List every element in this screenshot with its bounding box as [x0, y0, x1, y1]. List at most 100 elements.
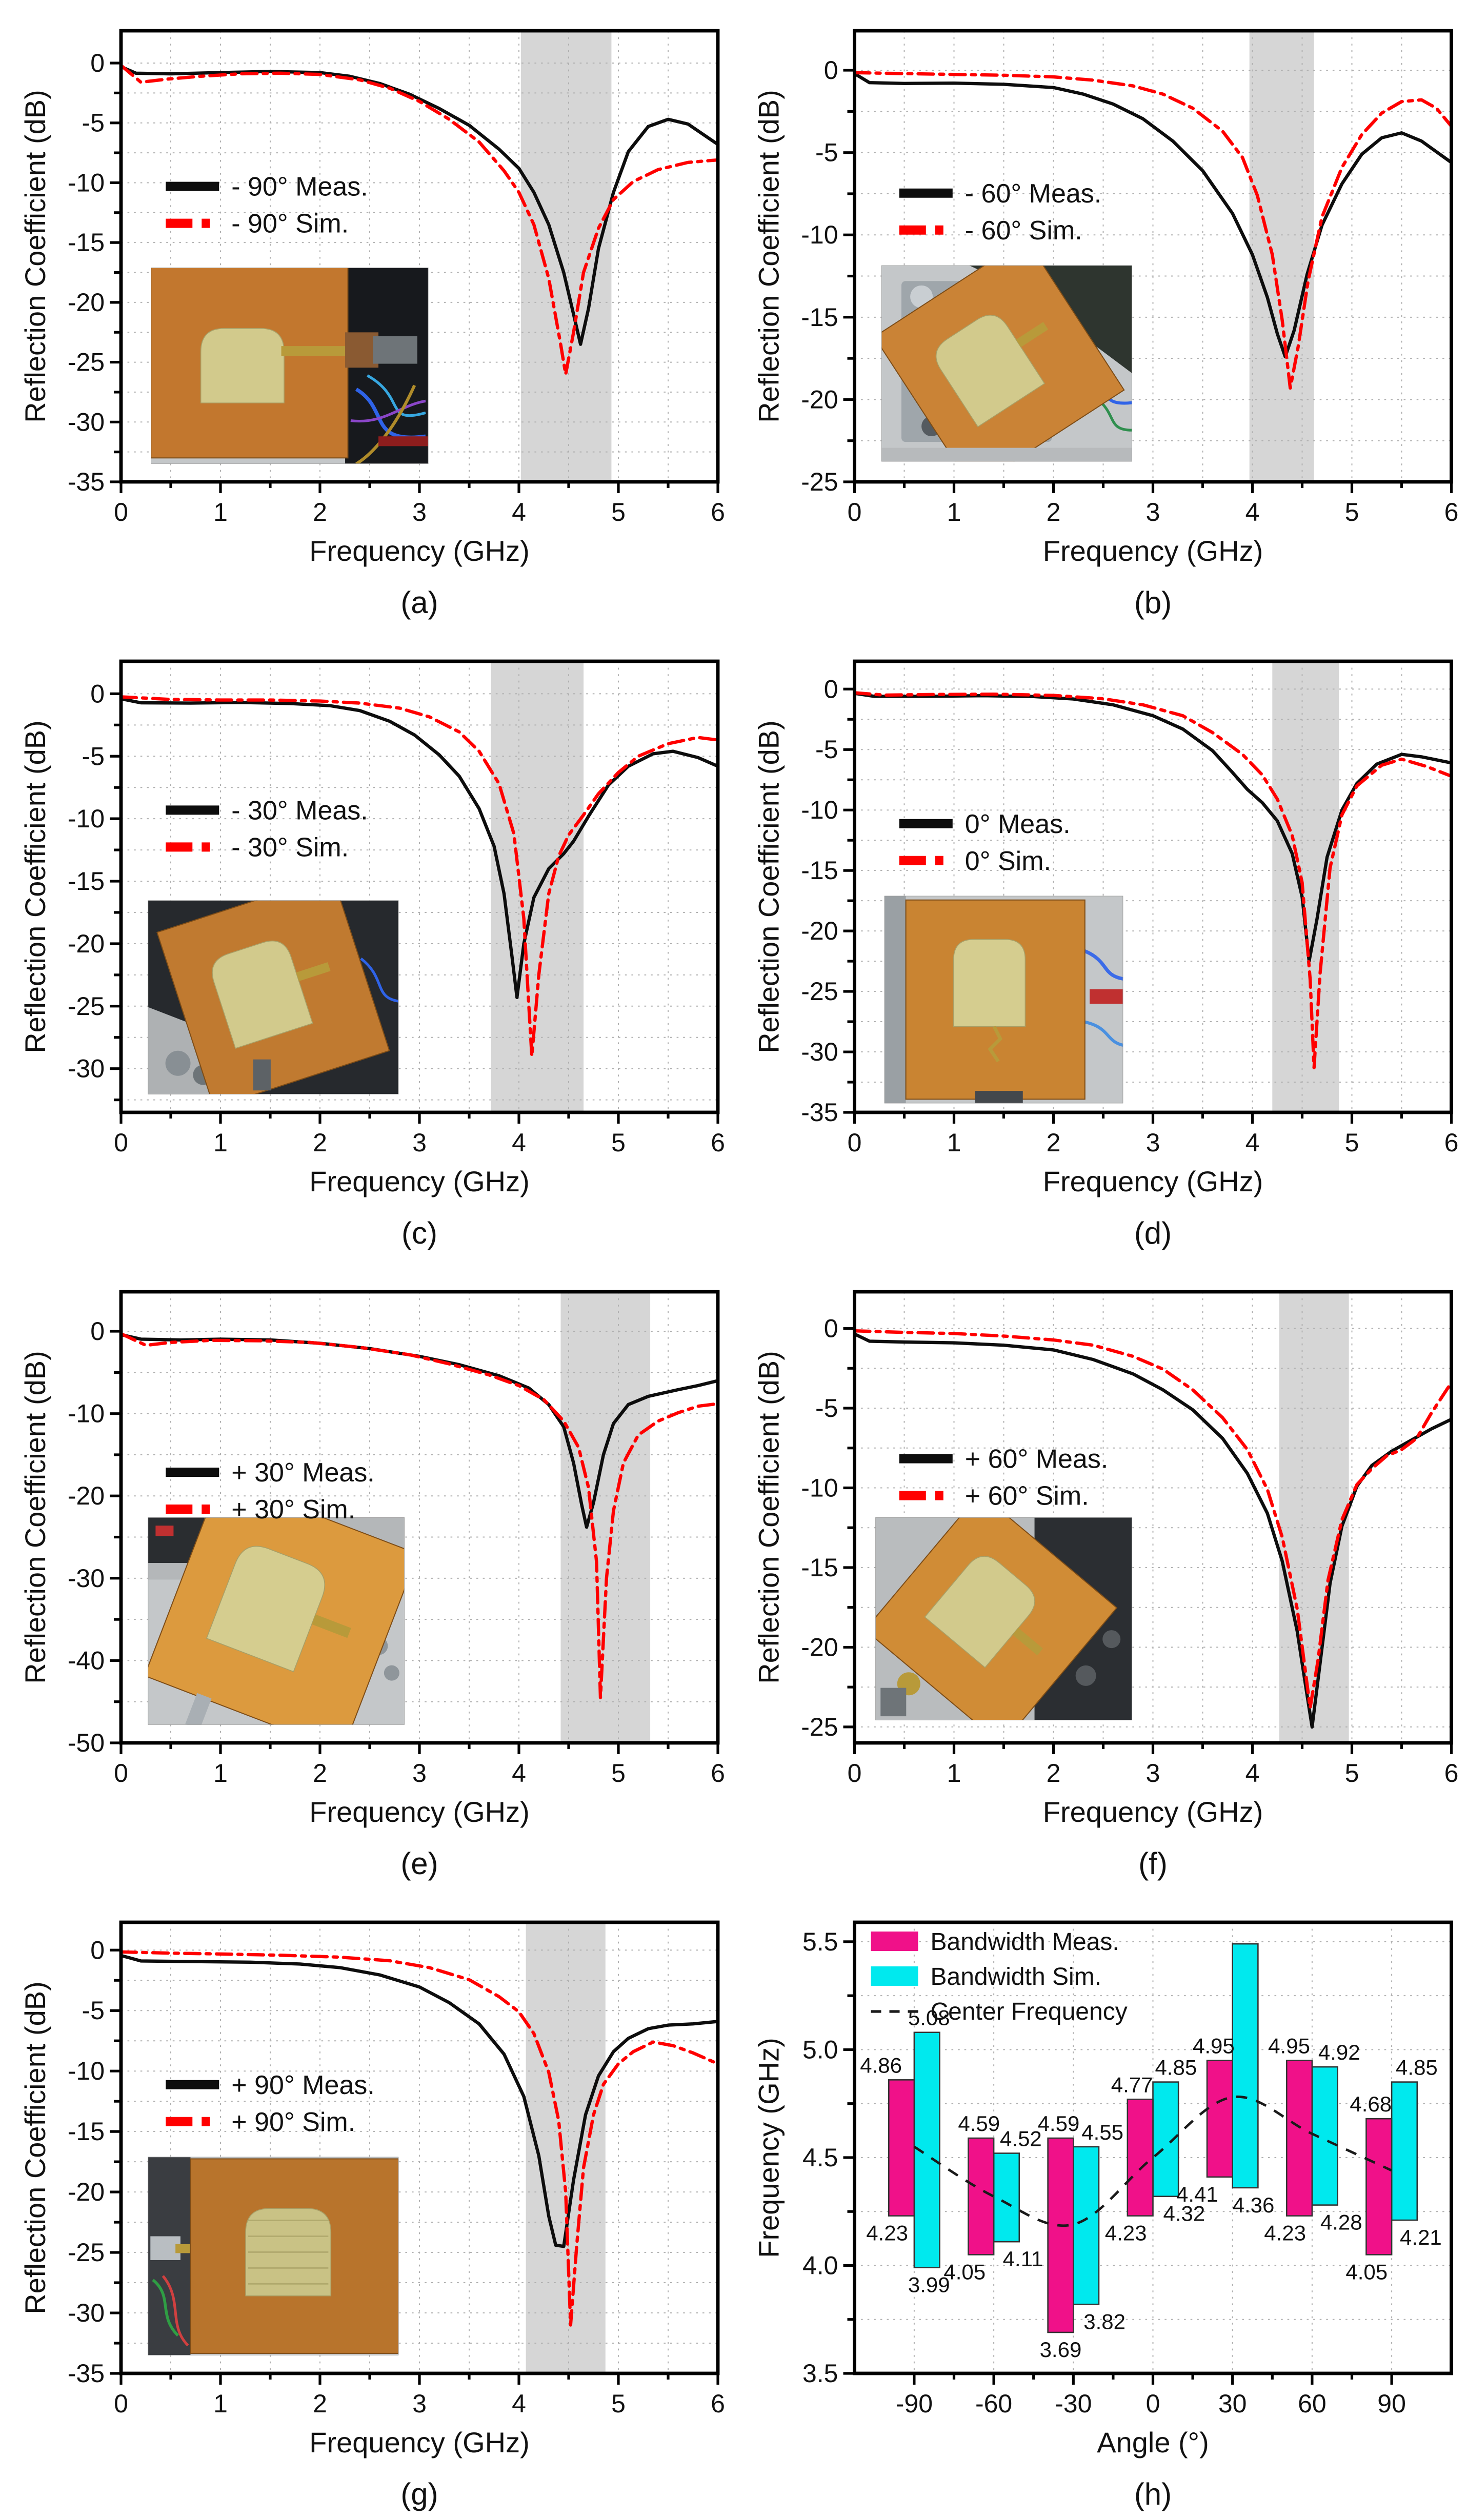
x-tick-label: 4 [1245, 1759, 1260, 1787]
chart-bandwidth-bars: 4.86 4.23 5.08 3.99 4.59 4.05 4.52 4.11 4.59 3.69… [753, 1920, 1453, 2511]
y-tick-label: 0 [824, 675, 838, 703]
chart-reflection-minus30: 0 1 2 3 4 5 60-5-10-15-20-25-30- 30° Meas.- 30… [19, 659, 725, 1250]
highlight-band [1279, 1292, 1349, 1743]
antenna-board [156, 900, 390, 1094]
x-tick-label: 0 [1146, 2389, 1160, 2418]
meas-bandwidth-bar [1047, 2137, 1074, 2333]
y-tick-label: -10 [801, 1473, 838, 1502]
x-tick-label: 1 [947, 1128, 961, 1157]
legend-label: Bandwidth Sim. [931, 1963, 1102, 1990]
panel-caption: (a) [400, 585, 438, 620]
y-axis-label: Reflection Coefficient (dB) [19, 90, 51, 423]
x-tick-label: 3 [412, 2389, 427, 2418]
x-axis-label: Angle (°) [1097, 2426, 1209, 2458]
simulated-curve [119, 64, 720, 376]
bar-value-label: 4.05 [1345, 2260, 1388, 2284]
inset-photo [884, 896, 1123, 1104]
y-tick-label: -25 [68, 992, 105, 1021]
y-tick-label: -10 [801, 220, 838, 249]
x-tick-label: 2 [1047, 498, 1061, 526]
y-tick-label: 4.5 [802, 2143, 838, 2172]
antenna-patch [200, 328, 285, 403]
antenna-board [881, 265, 1125, 462]
meas-bandwidth-bar [888, 2079, 915, 2217]
x-tick-label: 5 [611, 1759, 626, 1787]
bar-value-label: 4.28 [1320, 2210, 1362, 2234]
bar-value-label: 4.59 [958, 2111, 1000, 2136]
x-tick-label: -30 [1055, 2389, 1092, 2418]
x-tick-label: 2 [313, 498, 327, 526]
legend: - 30° Meas. - 30° Sim. [166, 796, 368, 862]
y-tick-label: -5 [815, 138, 838, 167]
y-tick-label: -15 [68, 867, 105, 896]
antenna-patch [953, 939, 1026, 1027]
x-axis-label: Frequency (GHz) [309, 1796, 529, 1828]
x-tick-label: 3 [412, 498, 427, 526]
x-tick-label: 5 [1345, 1759, 1359, 1787]
y-tick-label: 0 [824, 56, 838, 85]
bar-value-label: 4.85 [1155, 2056, 1197, 2080]
x-tick-label: 6 [711, 1759, 725, 1787]
bar-value-label: 4.21 [1400, 2225, 1442, 2249]
antenna-patch [212, 940, 313, 1049]
y-tick-label: 0 [90, 679, 105, 708]
y-tick-label: -25 [68, 2238, 105, 2267]
x-tick-label: 6 [711, 498, 725, 526]
panel-caption: (c) [401, 1216, 437, 1250]
axis-ticks [843, 687, 1453, 1124]
x-tick-label: 2 [313, 2389, 327, 2418]
legend-label: + 60° Meas. [965, 1445, 1109, 1474]
x-tick-label: 0 [114, 1759, 128, 1787]
sim-bandwidth-bar [993, 2152, 1020, 2243]
x-tick-label: 4 [512, 1128, 526, 1157]
panel-caption: (e) [400, 1846, 438, 1881]
measured-curve [853, 692, 1453, 963]
y-axis-label: Frequency (GHz) [753, 2038, 785, 2258]
x-tick-label: 2 [313, 1128, 327, 1157]
y-tick-label: -25 [801, 468, 838, 496]
legend: 0° Meas. 0° Sim. [899, 809, 1071, 876]
x-tick-label: 4 [512, 1759, 526, 1787]
meas-bandwidth-bar [968, 2137, 995, 2255]
legend: - 60° Meas. - 60° Sim. [899, 179, 1101, 246]
panel-caption: (d) [1134, 1216, 1172, 1250]
legend: + 30° Meas. + 30° Sim. [166, 1458, 375, 1525]
x-tick-label: 2 [1047, 1128, 1061, 1157]
x-tick-label: 6 [1444, 1128, 1459, 1157]
sim-bandwidth-bar [1072, 2146, 1100, 2305]
bar-value-label: 4.11 [1003, 2247, 1043, 2271]
legend-label: + 90° Sim. [231, 2107, 355, 2137]
legend-label: - 90° Meas. [231, 172, 368, 202]
y-tick-label: -35 [68, 2359, 105, 2388]
meas-bandwidth-bar [1127, 2098, 1154, 2217]
legend-label: - 30° Sim. [231, 832, 349, 862]
panel-caption: (g) [400, 2477, 438, 2511]
panel-b: 0 1 2 3 4 5 6 0 -5 -10 -15 -20 -25 - 60° Meas. - 60° S… [733, 0, 1467, 631]
axis-ticks [110, 1330, 719, 1754]
y-tick-label: -35 [801, 1098, 838, 1127]
bar-value-label: 3.82 [1083, 2309, 1126, 2333]
y-axis-label: Reflection Coefficient (dB) [753, 720, 785, 1053]
legend-label: 0° Sim. [965, 846, 1051, 876]
panel-caption: (h) [1134, 2477, 1172, 2511]
axis-ticks [843, 1327, 1453, 1754]
legend: + 90° Meas. + 90° Sim. [166, 2070, 375, 2137]
x-tick-label: 6 [711, 1128, 725, 1157]
bar-value-label: 4.85 [1396, 2056, 1438, 2080]
legend-label: - 30° Meas. [231, 796, 368, 825]
y-tick-label: -10 [68, 1399, 105, 1428]
legend: - 90° Meas. - 90° Sim. [166, 172, 368, 239]
x-tick-label: 1 [213, 498, 228, 526]
y-tick-label: 5.5 [802, 1927, 838, 1956]
x-tick-label: 3 [412, 1128, 427, 1157]
legend: Bandwidth Meas. Bandwidth Sim. Center Freq… [871, 1928, 1128, 2025]
y-tick-label: 4.0 [802, 2251, 838, 2280]
legend-label: Bandwidth Meas. [931, 1928, 1119, 1956]
y-axis-label: Reflection Coefficient (dB) [19, 1351, 51, 1684]
x-tick-label: 3 [1146, 498, 1160, 526]
y-tick-label: -10 [68, 168, 105, 197]
meas-bandwidth-bar [1285, 2060, 1313, 2217]
x-tick-label: 90 [1377, 2389, 1406, 2418]
highlight-band [560, 1292, 651, 1743]
legend-label: 0° Meas. [965, 809, 1071, 839]
